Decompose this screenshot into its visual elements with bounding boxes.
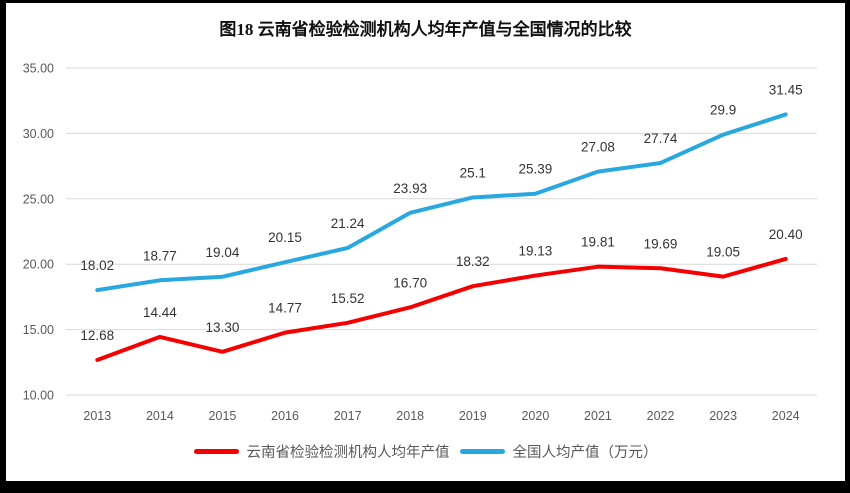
x-axis-tick-label: 2022: [647, 409, 675, 423]
x-axis-tick-label: 2015: [209, 409, 237, 423]
data-label: 19.05: [706, 245, 740, 260]
legend-label-yunnan: 云南省检验检测机构人均年产值: [246, 445, 450, 461]
series-line-1: [95, 112, 788, 293]
data-label: 18.02: [80, 258, 114, 273]
x-axis-tick-label: 2021: [584, 409, 612, 423]
legend: 云南省检验检测机构人均年产值 全国人均产值（万元）: [6, 441, 845, 462]
data-label: 25.1: [460, 165, 486, 180]
data-label: 16.70: [393, 275, 427, 290]
data-label: 19.04: [206, 245, 240, 260]
x-axis-tick-label: 2018: [396, 409, 424, 423]
y-axis-tick-label: 35.00: [23, 62, 54, 76]
y-axis-tick-label: 25.00: [23, 192, 54, 206]
national-line-swatch-icon: [459, 449, 505, 454]
data-label: 29.9: [710, 103, 736, 118]
data-label: 23.93: [393, 181, 427, 196]
data-label: 27.08: [581, 140, 615, 155]
legend-item-national: 全国人均产值（万元）: [459, 441, 658, 462]
x-axis-tick-label: 2016: [271, 409, 299, 423]
y-axis-tick-label: 10.00: [23, 389, 54, 403]
data-label: 18.32: [456, 254, 490, 269]
chart-title: 图18 云南省检验检测机构人均年产值与全国情况的比较: [219, 20, 632, 39]
y-axis-tick-label: 20.00: [23, 258, 54, 272]
x-axis-tick-label: 2024: [772, 409, 800, 423]
legend-item-yunnan: 云南省检验检测机构人均年产值: [193, 441, 450, 462]
y-axis-tick-label: 15.00: [23, 323, 54, 337]
x-axis-tick-label: 2014: [146, 409, 174, 423]
data-label: 15.52: [331, 291, 365, 306]
x-axis-tick-label: 2020: [521, 409, 549, 423]
data-label: 14.44: [143, 305, 177, 320]
x-axis-tick-label: 2023: [709, 409, 737, 423]
x-axis-tick-label: 2013: [83, 409, 111, 423]
series-line-0: [95, 256, 788, 362]
data-label: 25.39: [518, 162, 552, 177]
data-label: 20.15: [268, 230, 302, 245]
data-label: 12.68: [80, 328, 114, 343]
data-label: 19.69: [644, 236, 678, 251]
data-label: 18.77: [143, 248, 177, 263]
x-axis-tick-label: 2017: [334, 409, 362, 423]
x-axis-tick-label: 2019: [459, 409, 487, 423]
data-label: 13.30: [206, 320, 240, 335]
chart-canvas: 35.00 30.00 25.00 20.00 15.00 10.00 2013 2014 20…: [23, 62, 817, 423]
data-label: 27.74: [644, 131, 678, 146]
data-label: 19.81: [581, 235, 615, 250]
data-label: 14.77: [268, 301, 302, 316]
legend-label-national: 全国人均产值（万元）: [512, 445, 658, 461]
chart-canvas-area: 图18 云南省检验检测机构人均年产值与全国情况的比较 35.00 30.00 25.…: [6, 3, 845, 481]
data-label: 19.13: [518, 244, 552, 259]
y-axis-tick-label: 30.00: [23, 127, 54, 141]
data-label: 31.45: [769, 82, 803, 97]
data-label: 20.40: [769, 227, 803, 242]
data-label: 21.24: [331, 216, 365, 231]
yunnan-line-swatch-icon: [193, 449, 239, 454]
